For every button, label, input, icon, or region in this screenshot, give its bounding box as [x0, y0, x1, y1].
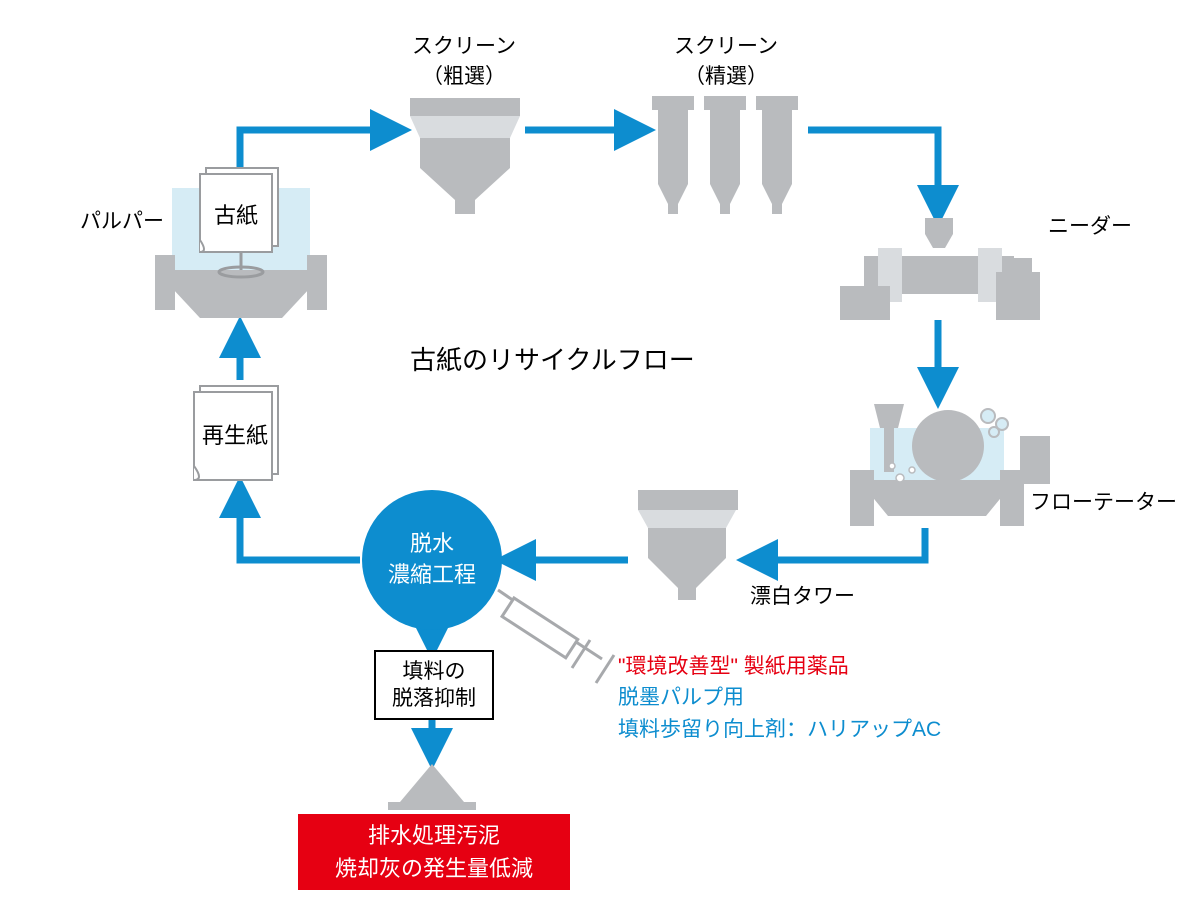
kneader-label: ニーダー — [1048, 210, 1132, 240]
pulper-machine — [155, 168, 327, 318]
bleach-tower-label: 漂白タワー — [750, 580, 855, 610]
screen-coarse-machine — [410, 98, 520, 214]
floatator-label: フローテーター — [1030, 486, 1177, 516]
product-blue-label: 脱墨パルプ用 填料歩留り向上剤：ハリアップAC — [618, 682, 941, 745]
flow-svg — [0, 0, 1200, 908]
screen-fine-machine — [652, 96, 798, 214]
red-result-box: 排水処理汚泥 焼却灰の発生量低減 — [298, 814, 570, 890]
dewatering-circle: 脱水 濃縮工程 — [362, 490, 502, 630]
dewatering-line1: 脱水 — [410, 529, 454, 560]
kneader-machine — [840, 218, 1040, 320]
dewatering-line2: 濃縮工程 — [388, 560, 476, 591]
syringe-icon — [498, 590, 614, 683]
product-red-label: "環境改善型" 製紙用薬品 — [618, 650, 849, 680]
bleach-tower-machine — [638, 490, 738, 600]
recycled-paper-label: 再生紙 — [202, 418, 268, 450]
ash-pile-icon — [388, 764, 476, 810]
floatator-machine — [850, 404, 1050, 526]
screen-fine-label: スクリーン （精選） — [674, 30, 778, 90]
filler-box: 填料の 脱落抑制 — [374, 650, 494, 720]
screen-coarse-label: スクリーン （粗選） — [412, 30, 516, 90]
pulper-label: パルパー — [80, 205, 164, 235]
diagram-title: 古紙のリサイクルフロー — [410, 340, 695, 377]
pulper-paper-label: 古紙 — [214, 198, 258, 230]
